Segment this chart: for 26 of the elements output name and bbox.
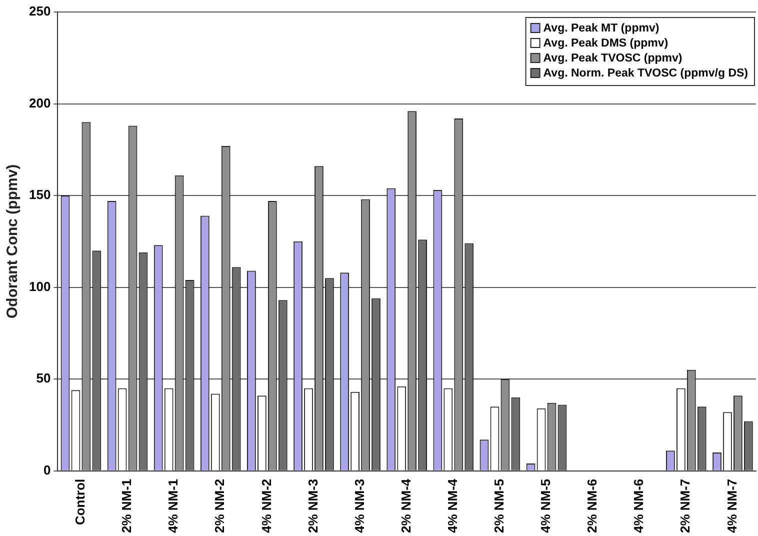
x-tick-label: 2% NM-6: [584, 478, 600, 534]
x-tick-label: 4% NM-4: [444, 478, 460, 534]
y-tick-label: 250: [28, 4, 51, 19]
y-tick-label: 50: [36, 370, 51, 386]
x-tick-label: 2% NM-2: [212, 478, 228, 534]
legend-label: Avg. Norm. Peak TVOSC (ppmv/g DS): [543, 68, 748, 80]
legend-label: Avg. Peak MT (ppmv): [543, 22, 660, 35]
y-tick-label: 150: [28, 187, 51, 202]
x-tick-label: 2% NM-1: [119, 478, 134, 534]
x-tick-label: 4% NM-1: [166, 478, 181, 534]
x-tick-label: 4% NM-3: [352, 478, 367, 534]
x-tick-label: 4% NM-6: [631, 478, 646, 534]
legend-label: Avg. Peak DMS (ppmv): [543, 38, 668, 50]
y-axis-title: Odorant Conc (ppmv): [4, 164, 22, 318]
x-tick-label: 2% NM-7: [678, 478, 693, 534]
x-tick-label: 2% NM-5: [492, 478, 507, 534]
y-tick-label: 0: [43, 462, 51, 478]
x-tick-label: 2% NM-3: [305, 478, 320, 534]
x-tick-label: 4% NM-5: [538, 478, 554, 534]
legend-label: Avg. Peak TVOSC (ppmv): [543, 52, 682, 65]
x-tick-label: Control: [72, 478, 88, 526]
y-tick-label: 100: [28, 278, 51, 294]
x-tick-label: 4% NM-2: [258, 478, 274, 534]
y-tick-label: 200: [28, 95, 51, 110]
x-tick-label: 4% NM-7: [724, 478, 740, 534]
x-tick-label: 2% NM-4: [398, 478, 414, 534]
